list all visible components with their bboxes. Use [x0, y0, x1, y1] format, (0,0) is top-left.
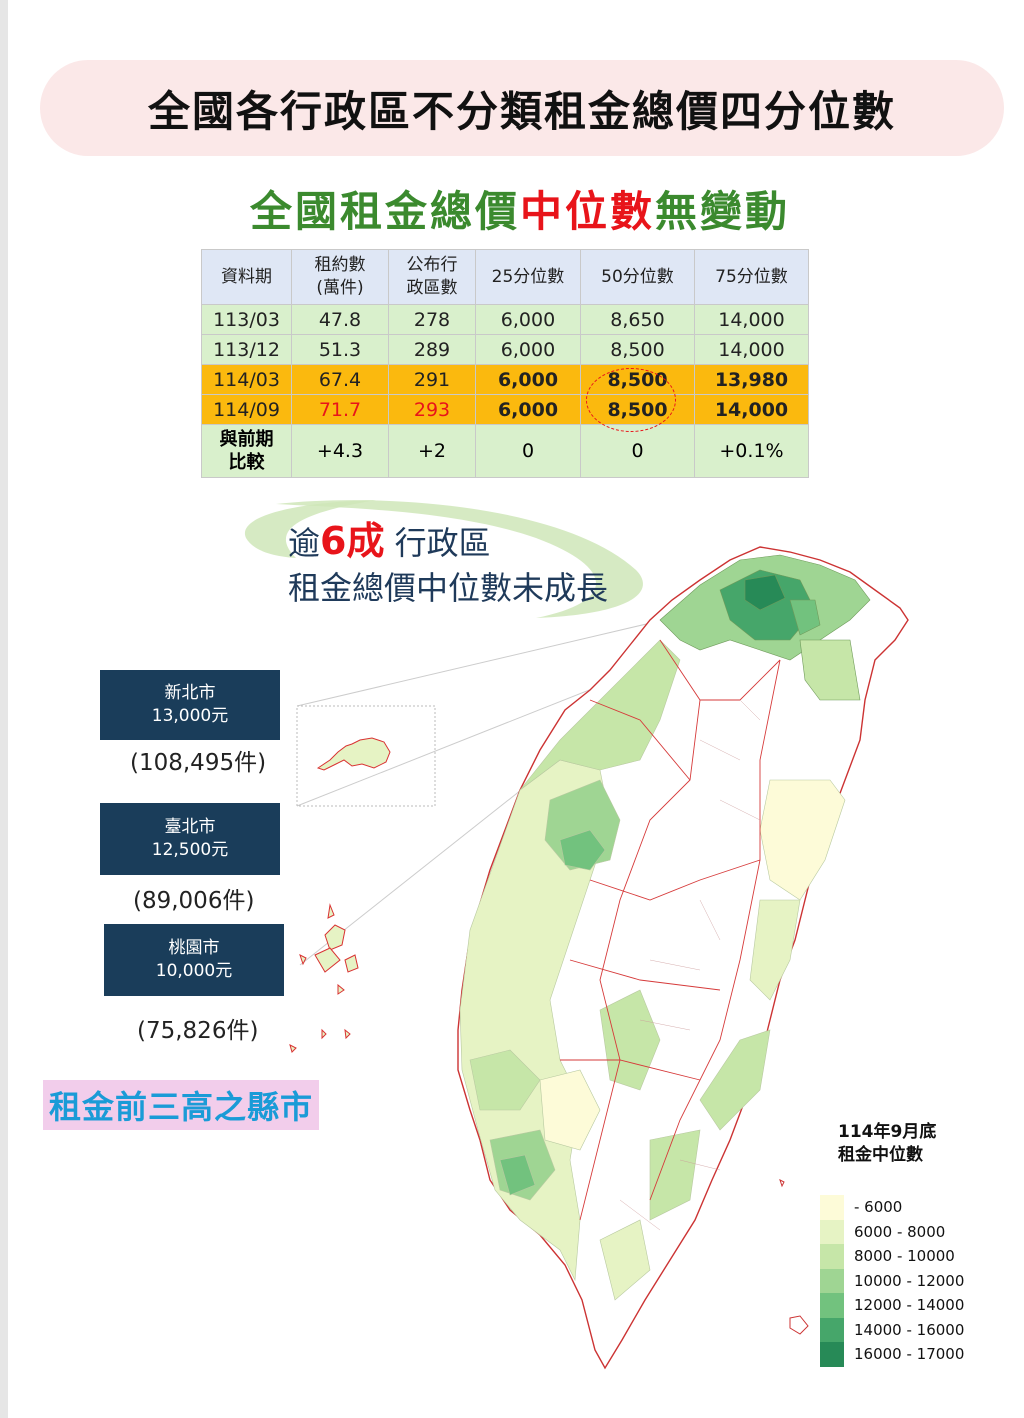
- legend-label: - 6000: [854, 1198, 903, 1217]
- subtitle-part3: 無變動: [655, 187, 791, 236]
- note-big: 6成: [320, 519, 385, 563]
- kinmen-island: [316, 737, 391, 771]
- legend-item: 12000 - 14000: [820, 1293, 964, 1318]
- note-text: 逾6成 行政區 租金總價中位數未成長: [288, 519, 608, 611]
- note-line1: 逾6成 行政區: [288, 519, 608, 566]
- note-line2: 租金總價中位數未成長: [288, 569, 609, 607]
- header-contracts: 租約數 (萬件): [291, 249, 389, 305]
- page-title: 全國各行政區不分類租金總價四分位數: [147, 86, 896, 136]
- cell-diff-q75: +0.1%: [694, 424, 809, 478]
- page-edge: [0, 0, 8, 1418]
- cell-diff-contracts: +4.3: [291, 424, 389, 478]
- legend-swatch: [820, 1219, 844, 1244]
- city-value: 13,000元: [151, 706, 229, 726]
- subtitle: 全國租金總價中位數無變動: [0, 178, 1024, 239]
- cell-diff-q25: 0: [475, 424, 581, 478]
- legend-swatch: [820, 1317, 844, 1342]
- city-name: 桃園市: [168, 938, 220, 958]
- district-grid: [619, 699, 761, 1231]
- cell-diff-q50: 0: [580, 424, 695, 478]
- cell-q75: 13,980: [694, 364, 809, 395]
- diff-label-text: 與前期 比較: [219, 429, 274, 473]
- east-districts: [539, 779, 846, 1301]
- green-island: [779, 1179, 785, 1188]
- title-banner: 全國各行政區不分類租金總價四分位數: [40, 60, 1004, 156]
- header-q50: 50分位數: [580, 249, 695, 305]
- legend-title-text: 114年9月底 租金中位數: [838, 1122, 937, 1165]
- legend-label: 12000 - 14000: [854, 1296, 965, 1315]
- cell-diff-districts: +2: [388, 424, 476, 478]
- legend-item: 10000 - 12000: [820, 1268, 965, 1293]
- city-box-new-taipei: 新北市 13,000元: [100, 670, 280, 740]
- cell-period: 114/09: [201, 394, 292, 425]
- city-count: (108,495件): [130, 750, 267, 776]
- county-borders: [560, 639, 781, 1221]
- cell-districts: 278: [388, 304, 476, 335]
- cell-contracts: 67.4: [291, 364, 389, 395]
- header-q75: 75分位數: [694, 249, 809, 305]
- cell-contracts: 71.7: [291, 394, 389, 425]
- city-box-taipei: 臺北市 12,500元: [100, 803, 280, 875]
- city-value: 10,000元: [155, 961, 233, 981]
- legend-item: 16000 - 17000: [820, 1342, 964, 1367]
- note-suffix: 行政區: [384, 524, 491, 562]
- cell-period: 113/03: [201, 304, 292, 335]
- legend-label: 14000 - 16000: [854, 1320, 965, 1339]
- cell-q75: 14,000: [694, 304, 809, 335]
- city-name: 新北市: [164, 683, 216, 703]
- header-contracts-text: 租約數 (萬件): [314, 255, 366, 298]
- legend-swatch: [820, 1195, 844, 1220]
- header-period: 資料期: [201, 249, 292, 305]
- cell-q50: 8,500: [580, 334, 695, 365]
- legend-item: 6000 - 8000: [820, 1219, 964, 1244]
- legend-item: 8000 - 10000: [820, 1244, 964, 1269]
- legend-swatch: [820, 1244, 844, 1269]
- header-q25: 25分位數: [475, 249, 581, 305]
- city-count: (89,006件): [133, 888, 255, 914]
- legend-label: 10000 - 12000: [854, 1271, 965, 1290]
- note-prefix: 逾: [288, 524, 321, 562]
- lanyu-island: [789, 1315, 809, 1335]
- cell-districts: 291: [388, 364, 476, 395]
- legend-item: 14000 - 16000: [820, 1317, 965, 1342]
- highlight-circle: [586, 368, 676, 432]
- table-row-diff: 與前期 比較 +4.3 +2 0 0 +0.1%: [201, 424, 809, 478]
- cell-period: 113/12: [201, 334, 292, 365]
- city-count: (75,826件): [137, 1018, 259, 1044]
- city-box-taoyuan: 桃園市 10,000元: [104, 924, 284, 996]
- top3-label: 租金前三高之縣市: [43, 1080, 320, 1130]
- cell-q25: 6,000: [475, 364, 581, 395]
- penghu-islands: [289, 903, 359, 1053]
- cell-q50: 8,650: [580, 304, 695, 335]
- cell-q25: 6,000: [475, 394, 581, 425]
- legend-swatch: [820, 1268, 844, 1293]
- north-districts: [659, 554, 871, 701]
- city-name: 臺北市: [164, 817, 216, 837]
- header-districts-text: 公布行 政區數: [406, 255, 458, 298]
- quartile-table: 資料期 租約數 (萬件) 公布行 政區數 25分位數 50分位數 75分位數 1…: [201, 249, 809, 478]
- legend-label: 6000 - 8000: [854, 1222, 946, 1241]
- legend-label: 16000 - 17000: [854, 1345, 965, 1364]
- legend-swatch: [820, 1342, 844, 1367]
- swoosh-decoration: [244, 500, 643, 618]
- cell-q25: 6,000: [475, 334, 581, 365]
- cell-q75: 14,000: [694, 394, 809, 425]
- legend-label: 8000 - 10000: [854, 1247, 955, 1266]
- legend: - 6000 6000 - 8000 8000 - 10000 10000 - 120…: [820, 1195, 964, 1367]
- cell-period: 114/03: [201, 364, 292, 395]
- subtitle-part2: 中位數: [519, 187, 655, 236]
- legend-swatch: [820, 1293, 844, 1318]
- cell-contracts: 51.3: [291, 334, 389, 365]
- cell-contracts: 47.8: [291, 304, 389, 335]
- table-row: 113/03 47.8 278 6,000 8,650 14,000: [201, 304, 809, 335]
- cell-diff-label: 與前期 比較: [201, 424, 292, 478]
- inset-box: [296, 705, 436, 807]
- west-districts: [459, 639, 681, 1282]
- legend-item: - 6000: [820, 1195, 964, 1220]
- subtitle-part1: 全國租金總價: [249, 187, 520, 236]
- legend-title: 114年9月底 租金中位數: [838, 1121, 936, 1167]
- city-value: 12,500元: [151, 840, 229, 860]
